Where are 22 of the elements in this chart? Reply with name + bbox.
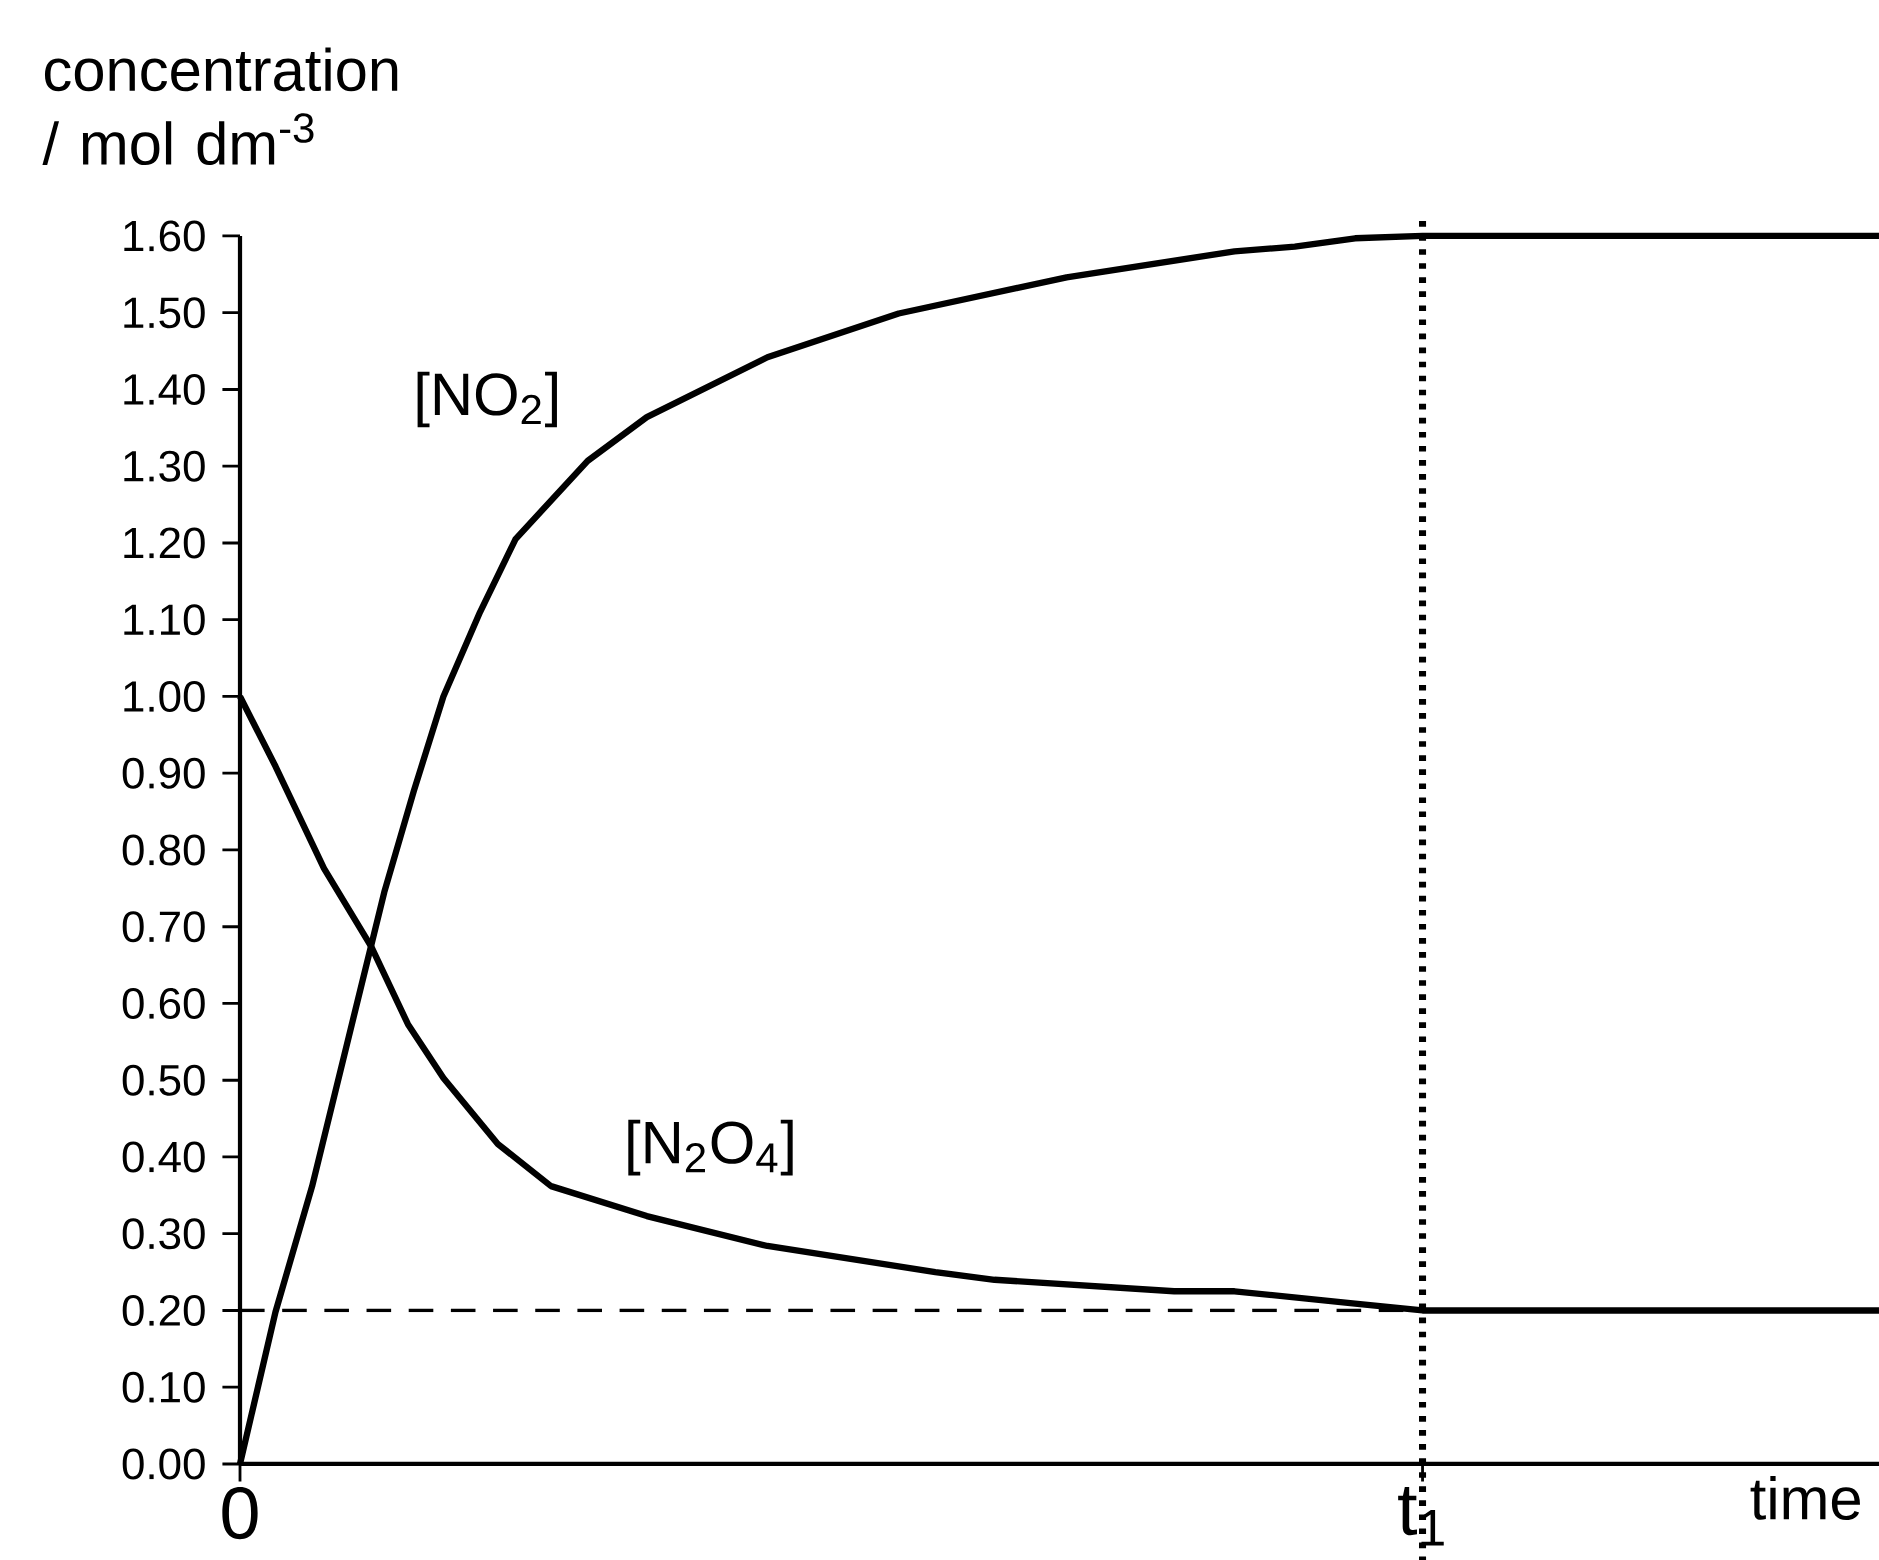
y-tick-label: 0.20 xyxy=(122,1294,205,1327)
y-tick-label: 1.20 xyxy=(124,527,205,559)
y-tick-label: 0.60 xyxy=(122,987,205,1020)
y-tick-label: 1.60 xyxy=(124,220,205,252)
y-tick-label: 1.40 xyxy=(124,373,205,406)
y-tick-label: 1.30 xyxy=(124,450,205,482)
y-tick-label: 0.90 xyxy=(122,757,205,789)
x-axis-title: time xyxy=(1750,1476,1860,1520)
y-tick-label: 0.70 xyxy=(122,911,205,943)
y-axis-title: concentration / mol dm$^{-3}$ xyxy=(42,47,398,166)
y-tick-label: 0.10 xyxy=(122,1371,205,1403)
y-tick-label: 0.80 xyxy=(122,834,205,866)
x-tick-label: 0 xyxy=(222,1486,258,1540)
y-tick-label: 1.50 xyxy=(124,297,205,329)
series-label: [N$_{2}$O$_{4}$] xyxy=(628,1119,793,1176)
y-tick-label: 0.50 xyxy=(122,1064,205,1096)
y-tick-label: 0.30 xyxy=(122,1218,205,1250)
y-tick-label: 0.00 xyxy=(122,1448,205,1480)
y-tick-label: 0.40 xyxy=(122,1141,205,1173)
y-tick-label: 1.10 xyxy=(124,604,205,636)
series-label: [NO$_{2}$] xyxy=(417,371,557,428)
y-tick-label: 1.00 xyxy=(124,680,205,713)
